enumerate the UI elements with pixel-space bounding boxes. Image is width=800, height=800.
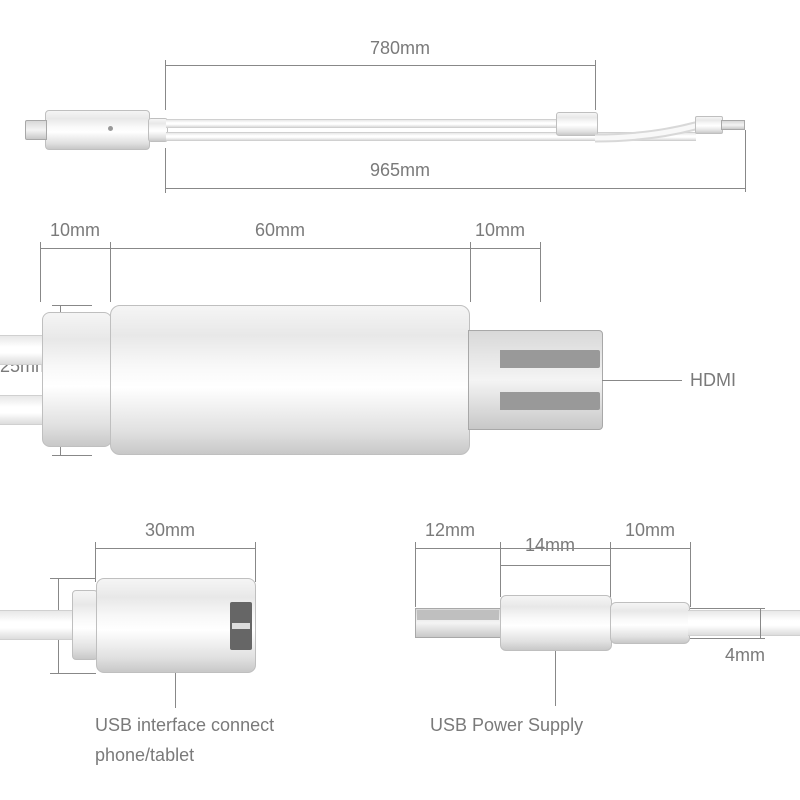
dim-965-tick-r [745,130,746,192]
bottom-connectors-diagram: 30mm 17mm USB interface connect phone/ta… [0,520,800,800]
overview-cable-curve [595,110,705,150]
dim-780-tick-l [165,60,166,110]
dim-10r2-label: 10mm [625,520,675,541]
s2-hdmi-slot-top [500,350,600,368]
s3r-t2 [500,542,501,597]
cable-overview-diagram: 780mm 965mm [0,0,800,200]
s2-tick-3 [470,242,471,302]
s3l-tick-r [255,542,256,582]
s2-cable-in-bottom [0,395,45,425]
overview-hdmi-body [45,110,150,150]
s3l-17-t [50,578,96,579]
s2-cable-in-top [0,335,45,365]
overview-hdmi-led [108,126,113,131]
overview-usba-body [695,116,723,134]
s2-tick-2 [110,242,111,302]
s3l-caption-leader [175,673,176,708]
s2-25-tick-t [52,305,92,306]
s2-hdmi-leader [602,380,682,381]
dim-4-label: 4mm [725,645,765,666]
s3r-line-14 [500,565,610,566]
s3l-strain [72,590,98,660]
s2-top-dim-line [40,248,540,249]
usba-caption: USB Power Supply [430,715,583,736]
s3l-cable-in [0,610,78,640]
hdmi-connector-diagram: 10mm 60mm 10mm 25mm HDMI [0,220,800,500]
dim-965-label: 965mm [370,160,430,181]
overview-usba-tip [721,120,745,130]
dim-780-label: 780mm [370,38,430,59]
s2-tick-1 [40,242,41,302]
s2-tick-4 [540,242,541,302]
overview-usbf-body [556,112,598,136]
s3r-t1 [415,542,416,607]
s3r-caption-leader [555,651,556,706]
s3r-cable-out [688,610,800,636]
usbf-caption-1: USB interface connect [95,715,274,736]
dim-780-tick-r [595,60,596,110]
s3r-usba-body [500,595,612,651]
dim-780-line [165,65,595,66]
s2-hdmi-slot-bottom [500,392,600,410]
s3l-usbf-tongue [232,623,250,629]
dim-60-label: 60mm [255,220,305,241]
s3l-17-b [50,673,96,674]
dim-10l-label: 10mm [50,220,100,241]
overview-cable-top [166,119,558,128]
s2-hdmi-tip-outer [468,330,603,430]
s3r-t4 [690,542,691,607]
dim-965-tick-l [165,148,166,193]
dim-10r-label: 10mm [475,220,525,241]
s3r-4-b [690,638,765,639]
s3r-4-t [690,608,765,609]
overview-hdmi-tip [25,120,47,140]
s3l-tick-l [95,542,96,582]
s3r-line-top [415,548,690,549]
s3r-usba-strain [610,602,690,644]
s2-hdmi-body [110,305,470,455]
dim-965-line [165,188,745,189]
overview-hdmi-strain [148,118,168,142]
s3l-top-line [95,548,255,549]
s2-25-tick-b [52,455,92,456]
s3r-usba-tip-inner [417,610,499,620]
usbf-caption-2: phone/tablet [95,745,194,766]
s3r-4-line [760,608,761,638]
dim-12-label: 12mm [425,520,475,541]
dim-30-label: 30mm [145,520,195,541]
hdmi-label: HDMI [690,370,736,391]
s2-strain-relief [42,312,112,447]
dim-14-label: 14mm [525,535,575,556]
s3r-t3 [610,542,611,597]
